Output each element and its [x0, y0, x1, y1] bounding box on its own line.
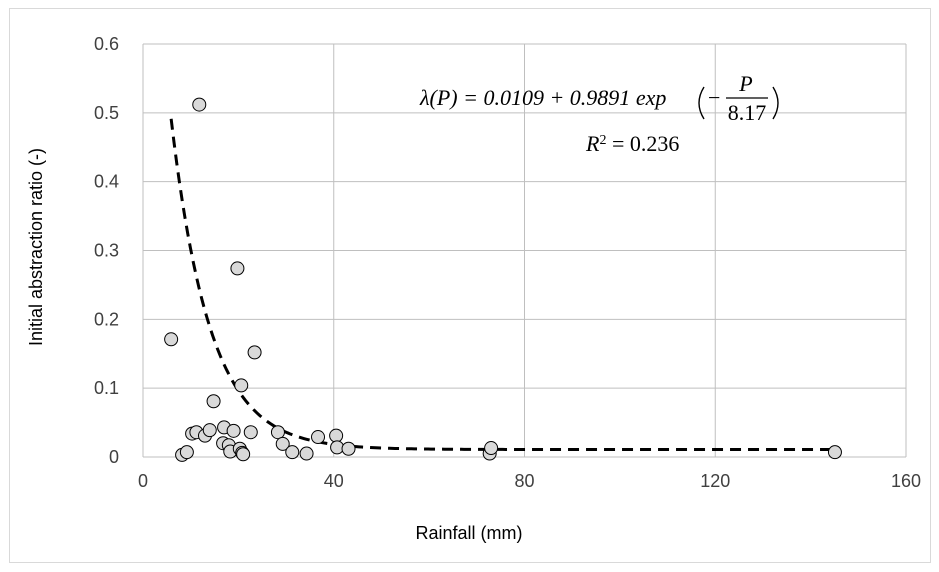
data-point: [341, 441, 356, 456]
y-axis-label: Initial abstraction ratio (-): [26, 148, 46, 346]
data-point: [202, 423, 217, 438]
y-tick-label: 0: [109, 447, 119, 467]
data-point: [484, 441, 499, 456]
r-squared: R2 = 0.236: [585, 131, 679, 156]
data-point: [330, 440, 345, 455]
equation-denominator: 8.17: [728, 100, 767, 125]
data-points: [164, 97, 842, 462]
left-paren: [698, 86, 705, 120]
data-point: [827, 445, 842, 460]
equation-minus: −: [708, 85, 720, 110]
x-axis-label: Rainfall (mm): [415, 523, 522, 543]
data-point: [299, 446, 314, 461]
right-paren: [772, 86, 779, 120]
data-point: [247, 345, 262, 360]
chart-frame: 0 40 80 120 160 0 0.1 0.2 0.3 0.4 0.5 0.6 Rainfall…: [9, 8, 931, 563]
data-point: [192, 97, 207, 112]
x-tick-label: 80: [514, 471, 534, 491]
y-tick-label: 0.6: [94, 34, 119, 54]
data-point: [234, 378, 249, 393]
y-tick-label: 0.4: [94, 172, 119, 192]
data-point: [329, 428, 344, 443]
grid-lines: [142, 43, 907, 458]
data-point: [164, 332, 179, 347]
data-point: [275, 436, 290, 451]
data-point: [285, 445, 300, 460]
data-point: [206, 394, 221, 409]
data-point: [230, 261, 245, 276]
y-tick-label: 0.2: [94, 309, 119, 329]
data-point: [243, 425, 258, 440]
equation-numerator: P: [738, 71, 752, 96]
x-tick-label: 40: [324, 471, 344, 491]
fit-curve: [169, 118, 835, 451]
x-tick-label: 160: [891, 471, 921, 491]
y-axis-ticks: 0 0.1 0.2 0.3 0.4 0.5 0.6: [94, 34, 119, 467]
scatter-chart: 0 40 80 120 160 0 0.1 0.2 0.3 0.4 0.5 0.6 Rainfall…: [26, 34, 921, 543]
data-point: [226, 423, 241, 438]
y-tick-label: 0.5: [94, 103, 119, 123]
data-point: [236, 447, 251, 462]
y-tick-label: 0.3: [94, 241, 119, 261]
equation-lhs: λ(P) = 0.0109 + 0.9891 exp: [419, 85, 666, 110]
data-point: [311, 430, 326, 445]
x-axis-ticks: 0 40 80 120 160: [138, 471, 921, 491]
x-tick-label: 0: [138, 471, 148, 491]
x-tick-label: 120: [700, 471, 730, 491]
fit-equation: λ(P) = 0.0109 + 0.9891 exp − P 8.17 R2 =…: [419, 71, 779, 156]
fit-curve-layer: [169, 118, 835, 451]
data-point: [270, 425, 285, 440]
y-tick-label: 0.1: [94, 378, 119, 398]
data-point: [179, 445, 194, 460]
